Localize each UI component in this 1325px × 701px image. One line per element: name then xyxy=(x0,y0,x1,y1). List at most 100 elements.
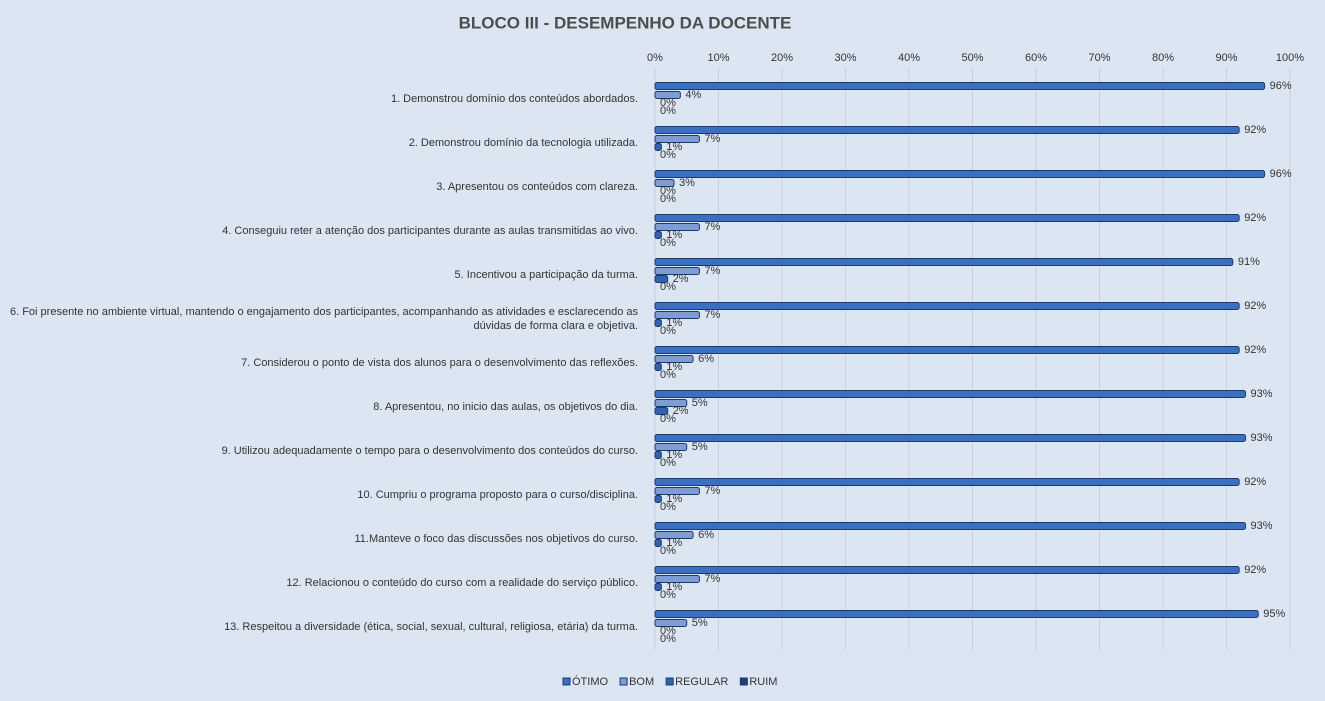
bar xyxy=(654,346,1240,354)
data-label: 92% xyxy=(1244,124,1266,136)
bar xyxy=(654,495,662,503)
category-label: 9. Utilizou adequadamente o tempo para o… xyxy=(221,445,638,457)
data-label: 7% xyxy=(704,265,720,277)
bar xyxy=(654,451,662,459)
bar xyxy=(654,619,688,627)
data-label: 7% xyxy=(704,133,720,145)
data-label: 5% xyxy=(692,617,708,629)
data-label: 92% xyxy=(1244,344,1266,356)
data-label: 1% xyxy=(666,361,682,373)
bar xyxy=(654,478,1240,486)
data-label: 2% xyxy=(673,405,689,417)
data-label: 5% xyxy=(692,441,708,453)
data-label: 6% xyxy=(698,529,714,541)
category-label: 10. Cumpriu o programa proposto para o c… xyxy=(357,489,638,501)
bar xyxy=(654,126,1240,134)
legend-swatch xyxy=(619,677,628,686)
category-label: 12. Relacionou o conteúdo do curso com a… xyxy=(286,577,638,589)
data-label: 93% xyxy=(1251,520,1273,532)
category-label: 6. Foi presente no ambiente virtual, man… xyxy=(9,306,638,332)
bar xyxy=(654,91,681,99)
data-label: 3% xyxy=(679,177,695,189)
data-label: 1% xyxy=(666,581,682,593)
data-label: 0% xyxy=(660,237,676,249)
x-tick-label: 20% xyxy=(771,52,793,64)
x-tick-label: 70% xyxy=(1088,52,1110,64)
category-label: 11.Manteve o foco das discussões nos obj… xyxy=(354,533,638,545)
bar xyxy=(654,434,1247,442)
bar xyxy=(654,355,694,363)
data-label: 93% xyxy=(1251,388,1273,400)
x-tick-label: 10% xyxy=(707,52,729,64)
data-label: 1% xyxy=(666,537,682,549)
bar xyxy=(654,223,700,231)
bar xyxy=(654,522,1247,530)
category-label: 8. Apresentou, no inicio das aulas, os o… xyxy=(373,401,638,413)
category-label: 1. Demonstrou domínio dos conteúdos abor… xyxy=(390,93,638,105)
x-tick-label: 60% xyxy=(1025,52,1047,64)
data-label: 92% xyxy=(1244,564,1266,576)
bar xyxy=(654,135,700,143)
data-label: 1% xyxy=(666,229,682,241)
bar xyxy=(654,583,662,591)
bar xyxy=(654,443,688,451)
data-label: 0% xyxy=(660,589,676,601)
category-label: 13. Respeitou a diversidade (ética, soci… xyxy=(224,621,638,633)
data-label: 0% xyxy=(660,185,676,197)
legend-label: REGULAR xyxy=(675,676,728,688)
data-label: 7% xyxy=(704,573,720,585)
bar xyxy=(654,407,669,415)
data-label: 0% xyxy=(660,281,676,293)
data-label: 0% xyxy=(660,105,676,117)
bar xyxy=(654,143,662,151)
bar xyxy=(654,566,1240,574)
bar xyxy=(654,82,1266,90)
data-label: 0% xyxy=(660,97,676,109)
data-label: 5% xyxy=(692,397,708,409)
data-label: 0% xyxy=(660,325,676,337)
x-tick-label: 90% xyxy=(1215,52,1237,64)
bar xyxy=(654,267,700,275)
x-tick-label: 0% xyxy=(647,52,663,64)
bar xyxy=(654,399,688,407)
x-tick-label: 30% xyxy=(834,52,856,64)
bar xyxy=(654,179,675,187)
bar xyxy=(654,575,700,583)
x-tick-label: 100% xyxy=(1276,52,1304,64)
data-label: 1% xyxy=(666,141,682,153)
data-label: 96% xyxy=(1270,80,1292,92)
legend-label: BOM xyxy=(629,676,654,688)
x-tick-label: 80% xyxy=(1152,52,1174,64)
legend-swatch xyxy=(739,677,748,686)
bar xyxy=(654,390,1247,398)
data-label: 91% xyxy=(1238,256,1260,268)
legend-label: ÓTIMO xyxy=(572,675,608,688)
data-label: 0% xyxy=(660,193,676,205)
data-label: 7% xyxy=(704,221,720,233)
legend-swatch xyxy=(562,677,571,686)
data-label: 1% xyxy=(666,317,682,329)
bar xyxy=(654,275,669,283)
legend-label: RUIM xyxy=(749,676,777,688)
bar xyxy=(654,531,694,539)
bar xyxy=(654,487,700,495)
data-label: 92% xyxy=(1244,476,1266,488)
data-label: 2% xyxy=(673,273,689,285)
bar xyxy=(654,170,1266,178)
data-label: 0% xyxy=(660,501,676,513)
data-label: 4% xyxy=(685,89,701,101)
data-label: 0% xyxy=(660,625,676,637)
data-label: 93% xyxy=(1251,432,1273,444)
legend-swatch xyxy=(665,677,674,686)
data-label: 1% xyxy=(666,449,682,461)
data-label: 95% xyxy=(1263,608,1285,620)
bar xyxy=(654,214,1240,222)
category-label: 7. Considerou o ponto de vista dos aluno… xyxy=(241,357,638,369)
bar xyxy=(654,539,662,547)
x-tick-label: 50% xyxy=(961,52,983,64)
x-tick-label: 40% xyxy=(898,52,920,64)
data-label: 92% xyxy=(1244,300,1266,312)
data-label: 0% xyxy=(660,545,676,557)
